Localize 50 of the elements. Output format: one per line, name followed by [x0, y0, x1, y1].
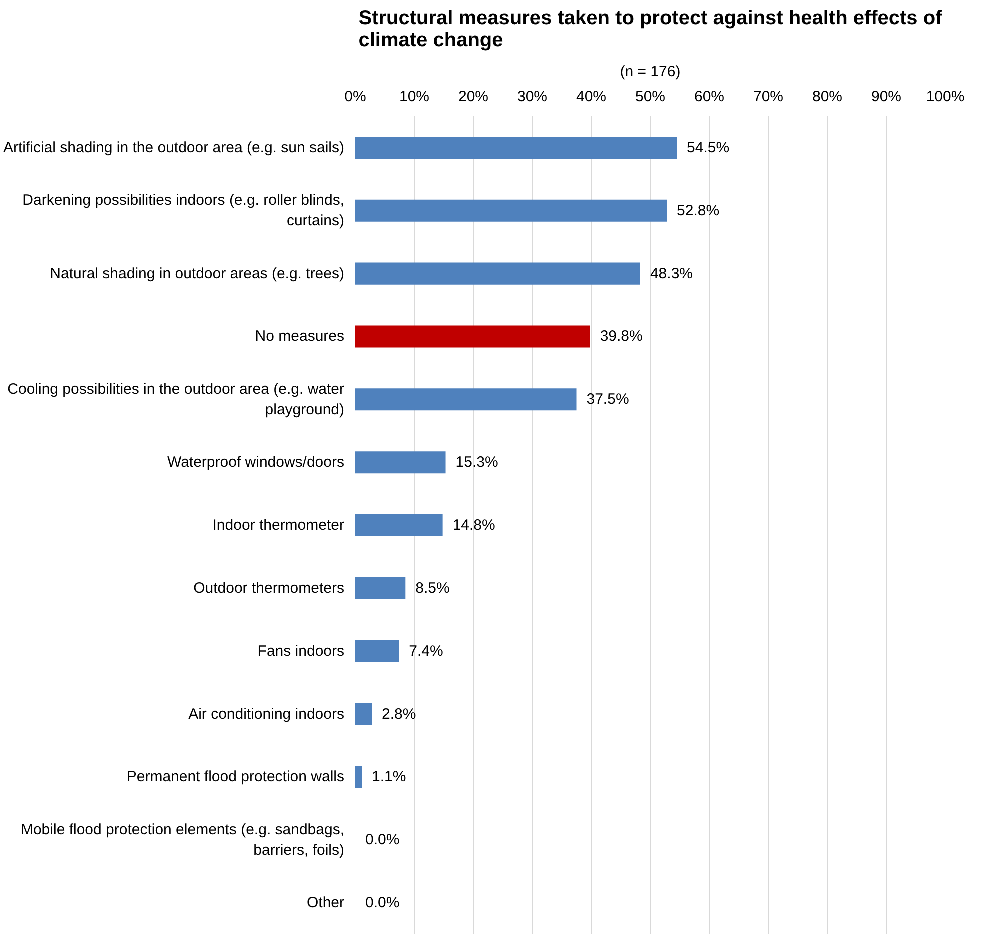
x-tick-label: 20% — [458, 88, 489, 106]
y-tick-label: Mobile flood protection elements (e.g. sandbags, barriers, foils) — [20, 821, 345, 859]
bar — [356, 640, 400, 662]
data-label: 2.8% — [382, 706, 416, 723]
bar — [356, 452, 446, 474]
x-tick-label: 60% — [694, 88, 725, 106]
x-tick-label: 40% — [576, 88, 607, 106]
y-tick-label: No measures — [255, 328, 344, 346]
y-tick-label: Natural shading in outdoor areas (e.g. trees) — [50, 265, 345, 282]
chart-subtitle: (n = 176) — [620, 64, 681, 80]
data-label: 48.3% — [650, 265, 694, 282]
data-label: 39.8% — [600, 328, 643, 346]
bar — [356, 514, 443, 537]
bar — [356, 766, 362, 788]
x-tick-label: 70% — [753, 88, 784, 106]
data-label: 8.5% — [416, 580, 450, 597]
x-tick-label: 10% — [399, 88, 430, 106]
data-label: 0.0% — [366, 894, 400, 912]
data-label: 15.3% — [456, 454, 498, 472]
bar — [356, 262, 640, 285]
y-tick-label: Outdoor thermometers — [194, 580, 345, 597]
y-tick-label: Permanent flood protection walls — [126, 768, 345, 786]
y-tick-label: Darkening possibilities indoors (e.g. roller blinds, curtains) — [22, 192, 345, 230]
y-tick-label: Fans indoors — [258, 642, 345, 660]
x-tick-label: 30% — [517, 88, 548, 106]
x-tick-label: 50% — [635, 88, 666, 106]
x-tick-label: 0% — [344, 88, 366, 106]
y-tick-label: Other — [306, 894, 345, 912]
x-tick-label: 100% — [926, 88, 965, 106]
y-tick-label: Artificial shading in the outdoor area (e.g. sun sails) — [3, 139, 345, 156]
data-label: 0.0% — [366, 832, 400, 849]
data-label: 7.4% — [409, 642, 444, 660]
y-tick-label: Indoor thermometer — [212, 517, 345, 534]
x-tick-label: 90% — [871, 88, 902, 106]
data-label: 52.8% — [677, 202, 720, 220]
bar — [356, 136, 678, 159]
x-tick-label: 80% — [812, 88, 843, 106]
chart-title: Structural measures taken to protect against health effects of climate change — [358, 8, 943, 52]
bar — [356, 200, 668, 222]
y-tick-label: Waterproof windows/doors — [167, 454, 345, 472]
data-label: 37.5% — [586, 391, 630, 408]
bar — [356, 388, 577, 411]
y-tick-label: Air conditioning indoors — [188, 706, 345, 723]
bar — [356, 326, 590, 348]
data-label: 14.8% — [452, 517, 496, 534]
data-label: 54.5% — [687, 139, 730, 156]
y-tick-label: Cooling possibilities in the outdoor area (e.g. water playground) — [8, 380, 345, 418]
data-label: 1.1% — [372, 768, 406, 786]
bar — [356, 577, 406, 600]
bar — [356, 703, 372, 726]
